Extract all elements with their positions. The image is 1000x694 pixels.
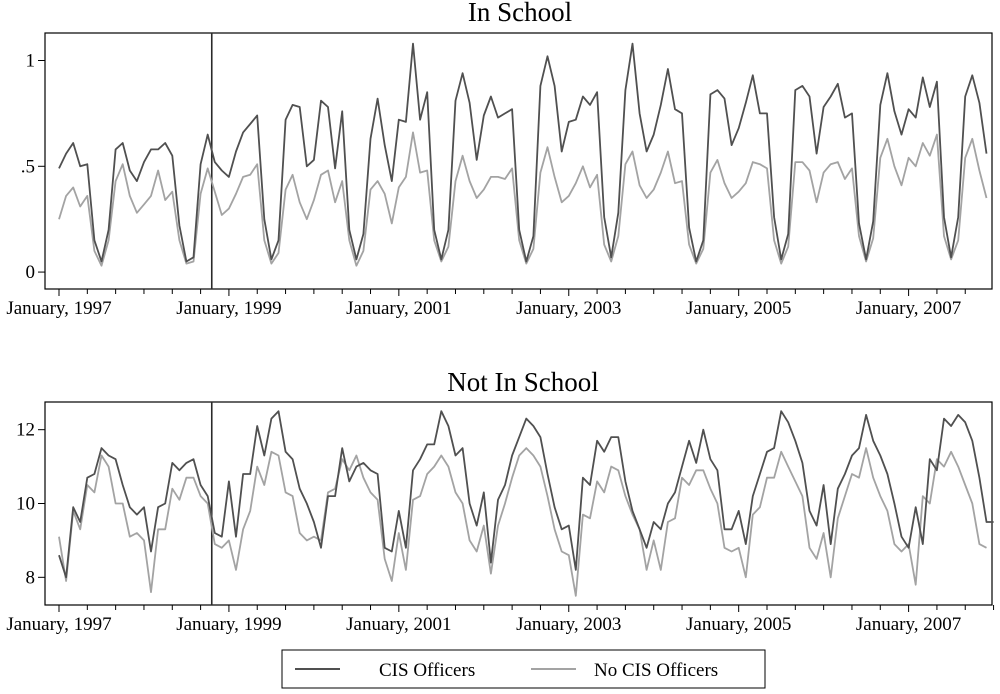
legend-label-cis-officers: CIS Officers [379,660,475,681]
x-tick-label: January, 2003 [516,614,621,635]
plot-marks: 8 10 12 January, 1997 January, 1999 January, … [6,402,995,635]
legend-label-no-cis-officers: No CIS Officers [594,660,718,681]
x-tick-label: January, 2001 [346,614,451,635]
series-line-no-cis-officers [58,447,987,597]
x-tick-label: January, 2003 [516,298,621,319]
y-tick-label: 10 [16,494,35,515]
x-tick-label: January, 2005 [686,614,791,635]
series-line-cis-officers [58,410,994,579]
x-tick-label: January, 1999 [176,614,281,635]
x-tick-label: January, 2007 [856,298,961,319]
y-tick-label: 8 [26,567,36,588]
panel-in-school: In School 0 .5 1 January, 1997 January, 1999… [6,0,993,319]
legend-frame [281,649,766,689]
panel-title: In School [468,0,572,27]
legend: CIS Officers No CIS Officers [281,649,766,689]
series-line-cis-officers [58,42,988,263]
panel-not-in-school: Not In School 8 10 12 January, 1997 January,… [6,367,995,635]
x-tick-label: January, 2001 [346,298,451,319]
x-tick-label: January, 1999 [176,298,281,319]
x-tick-label: January, 1997 [6,298,111,319]
panel-title: Not In School [447,367,599,397]
x-tick-label: January, 2005 [686,298,791,319]
plot-frame [44,32,993,290]
y-tick-label: 12 [16,420,35,441]
plot-frame [44,401,993,606]
y-tick-label: .5 [21,156,35,177]
y-tick-label: 0 [26,262,36,283]
x-tick-label: January, 1997 [6,614,111,635]
x-tick-label: January, 2007 [856,614,961,635]
y-tick-label: 1 [26,51,36,72]
plot-marks: 0 .5 1 January, 1997 January, 1999 January, 2… [6,33,988,319]
series-line-no-cis-officers [58,131,988,267]
